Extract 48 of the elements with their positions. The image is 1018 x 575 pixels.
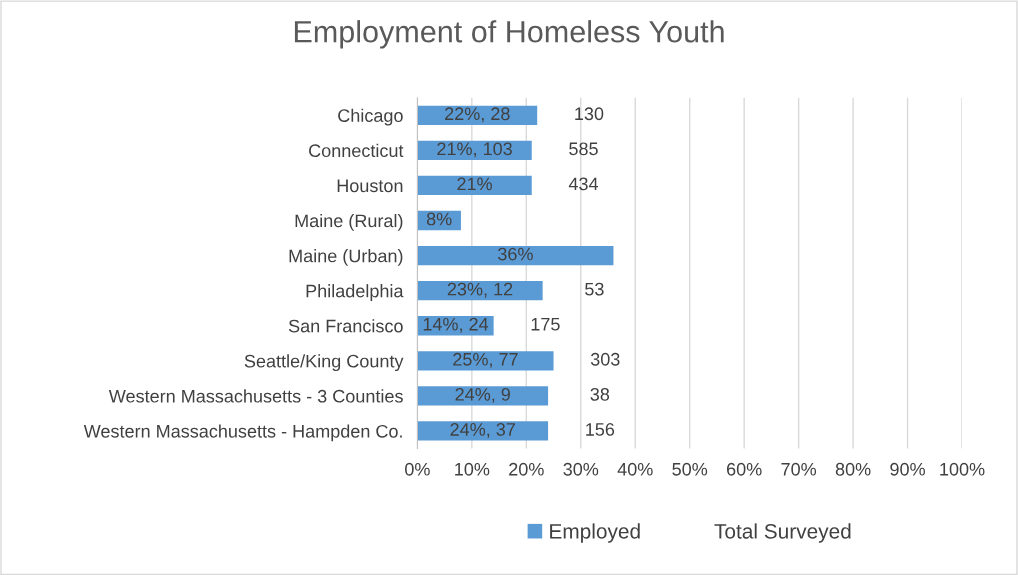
x-tick-label: 50% [672,462,708,476]
y-tick-label: Western Massachusetts - 3 Counties [108,389,403,403]
text: 53 [585,282,604,296]
x-tick-label: 20% [509,462,544,476]
text: 156 [586,423,615,436]
y-tick-label: Maine (Rural) [295,213,403,231]
text: 38 [590,387,610,401]
x-tick-label: 0% [405,462,430,476]
text: Total Surveyed [714,523,851,543]
bar [417,245,614,266]
x-tick-label: 10% [455,462,490,476]
x-tick-label: 60% [727,462,762,476]
x-tick-label: 70% [781,462,817,476]
y-tick-label: Maine (Urban) [289,249,403,266]
text: 434 [568,177,599,191]
y-tick-label: Western Massachusetts - Hampden Co. [83,424,402,442]
bar [417,351,554,371]
x-tick-label: 100% [940,462,985,476]
bar [417,421,549,441]
bar [417,281,543,301]
data-label: 21%, 103 [437,142,512,158]
data-label: 24%, 37 [450,423,515,438]
x-tick-label: 40% [617,462,653,476]
data-label: 25%, 77 [453,352,518,368]
y-tick-label: San Francisco [288,319,403,333]
x-tick-label: 80% [835,462,871,476]
y-tick-label: Houston [337,179,403,193]
data-label: 22%, 28 [445,107,510,123]
text: 175 [531,317,560,331]
bar [417,386,549,406]
x-tick-label: 30% [563,462,599,476]
legend-label: Employed [550,523,640,543]
y-tick-label: Seattle/King County [244,354,404,372]
text: 303 [590,352,620,366]
data-label: 24%, 9 [455,387,510,403]
y-tick-label: Connecticut [309,143,404,158]
y-tick-label: Chicago [338,108,403,126]
data-label: 14%, 24 [423,317,489,333]
text: 130 [575,107,604,121]
data-label: 36% [498,247,533,261]
data-label: 23%, 12 [447,282,513,298]
chart-title: Employment of Homeless Youth [294,20,724,49]
x-tick-label: 90% [890,462,925,476]
text: 585 [569,142,598,156]
bar [417,175,532,196]
data-label: 8% [426,212,452,226]
y-tick-label: Philadelphia [306,284,404,301]
data-label: 21% [457,177,492,191]
